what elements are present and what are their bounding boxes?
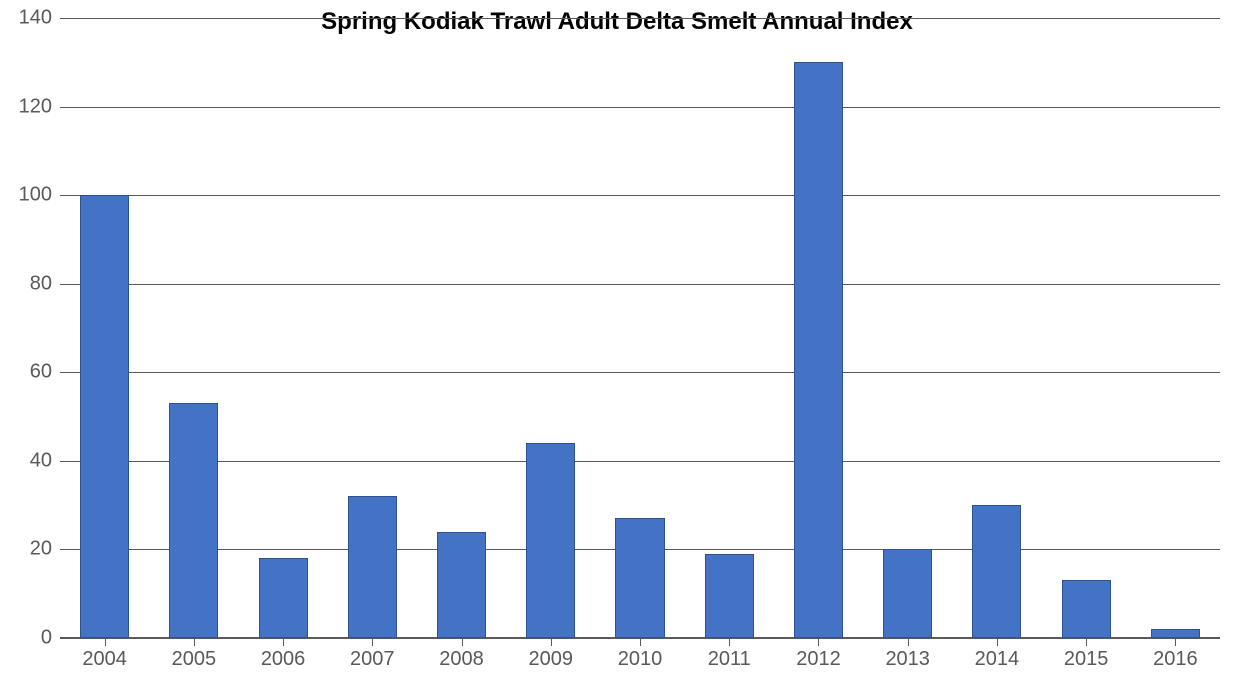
bar	[1151, 629, 1200, 638]
x-tick-label: 2007	[350, 638, 395, 671]
bar	[526, 443, 575, 638]
bar	[705, 554, 754, 638]
bar	[615, 518, 664, 638]
plot-area: 0204060801001201402004200520062007200820…	[60, 18, 1220, 638]
bar	[794, 62, 843, 638]
y-tick-label: 40	[30, 449, 60, 472]
y-tick-label: 120	[19, 95, 60, 118]
y-tick-label: 140	[19, 7, 60, 30]
x-tick-label: 2005	[172, 638, 217, 671]
bar	[259, 558, 308, 638]
gridline	[60, 372, 1220, 373]
gridline	[60, 284, 1220, 285]
bar	[348, 496, 397, 638]
gridline	[60, 195, 1220, 196]
x-tick-label: 2008	[439, 638, 484, 671]
bar	[1062, 580, 1111, 638]
y-tick-label: 0	[41, 627, 60, 650]
gridline	[60, 107, 1220, 108]
x-tick-label: 2012	[796, 638, 841, 671]
x-tick-label: 2006	[261, 638, 306, 671]
x-tick-label: 2013	[885, 638, 930, 671]
gridline	[60, 18, 1220, 19]
x-tick-label: 2016	[1153, 638, 1198, 671]
y-tick-label: 60	[30, 361, 60, 384]
bar	[437, 532, 486, 638]
bar	[883, 549, 932, 638]
x-tick-label: 2010	[618, 638, 663, 671]
y-tick-label: 80	[30, 272, 60, 295]
y-tick-label: 100	[19, 184, 60, 207]
x-tick-label: 2009	[529, 638, 574, 671]
y-tick-label: 20	[30, 538, 60, 561]
gridline	[60, 461, 1220, 462]
x-tick-label: 2004	[82, 638, 127, 671]
bar	[169, 403, 218, 638]
chart-wrapper: Spring Kodiak Trawl Adult Delta Smelt An…	[0, 0, 1234, 688]
x-tick-label: 2015	[1064, 638, 1109, 671]
x-tick-label: 2014	[975, 638, 1020, 671]
x-tick-label: 2011	[708, 638, 751, 671]
bar	[972, 505, 1021, 638]
bar	[80, 195, 129, 638]
